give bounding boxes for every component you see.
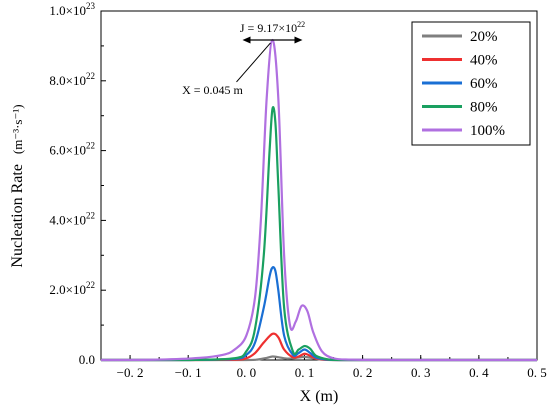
peak-pointer-line: [236, 42, 271, 83]
legend-label: 60%: [470, 76, 498, 92]
y-tick-label: 1.0×1023: [49, 1, 95, 18]
y-tick-label: 0.0: [79, 352, 95, 367]
y-tick-label: 6.0×1022: [49, 141, 95, 158]
x-tick-label: −0. 1: [175, 365, 202, 380]
x-tick-label: 0. 3: [411, 365, 431, 380]
x-tick-label: 0. 5: [527, 365, 547, 380]
svg-text:Nucleation Rate (m⁻³·s⁻¹: Nucleation Rate (m⁻³·s⁻¹): [9, 104, 26, 267]
x-tick-label: 0. 0: [237, 365, 257, 380]
series-lines: [100, 38, 537, 362]
legend-label: 100%: [470, 123, 505, 139]
peak-annotation: J = 9.17×1022 X = 0.045 m: [182, 20, 305, 97]
y-axis-unit: (m⁻³·s⁻¹): [10, 104, 25, 154]
y-axis-title-group: Nucleation Rate (m⁻³·s⁻¹): [9, 104, 26, 267]
x-tick-label: 0. 1: [295, 365, 315, 380]
y-axis-ticks: 0.0 2.0×1022 4.0×1022 6.0×1022 8.0×1022 1.0×1…: [49, 1, 106, 367]
legend-label: 40%: [470, 53, 498, 69]
x-tick-label: −0. 2: [117, 365, 144, 380]
arrow-head-left: [242, 36, 251, 44]
legend: 20% 40% 60% 80% 100%: [411, 21, 531, 146]
x-axis-title: X (m): [300, 388, 339, 405]
series-line-100pct: [100, 38, 537, 362]
y-axis-title: Nucleation Rate: [9, 164, 26, 268]
y-tick-label: 2.0×1022: [49, 280, 95, 297]
peak-value-label: J = 9.17×1022: [240, 20, 305, 35]
arrow-head-right: [294, 36, 303, 44]
peak-position-label: X = 0.045 m: [182, 83, 243, 97]
y-tick-label: 8.0×1022: [49, 71, 95, 88]
legend-label: 20%: [470, 29, 498, 45]
y-tick-label: 4.0×1022: [49, 210, 95, 227]
x-tick-label: 0. 4: [469, 365, 489, 380]
legend-label: 80%: [470, 100, 498, 116]
series-line-80pct: [101, 106, 537, 362]
x-tick-label: 0. 2: [353, 365, 373, 380]
